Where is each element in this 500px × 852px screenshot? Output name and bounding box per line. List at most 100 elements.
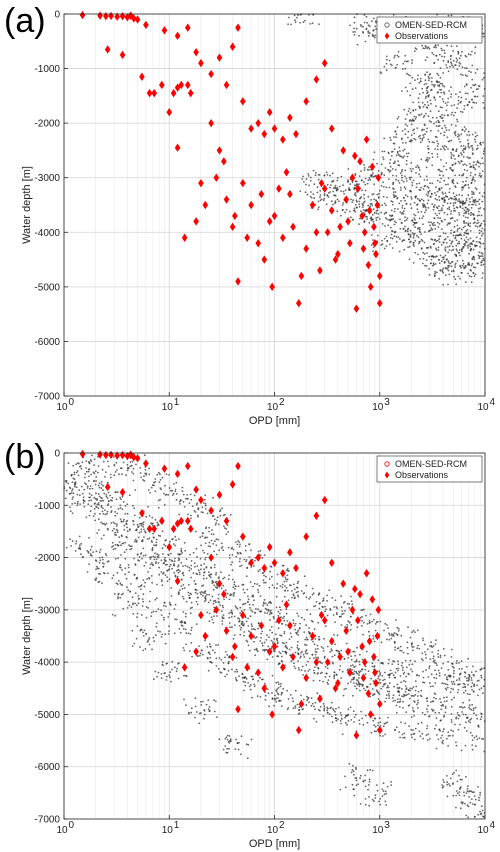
data-point: [263, 554, 266, 556]
data-point: [410, 728, 413, 731]
data-point: [321, 662, 323, 665]
data-point: [174, 488, 177, 491]
data-point: [147, 505, 149, 508]
data-point: [168, 558, 171, 561]
data-point: [291, 697, 294, 700]
data-point: [346, 669, 349, 672]
data-point: [71, 481, 74, 484]
data-point: [443, 56, 446, 58]
data-point: [324, 666, 327, 668]
data-point: [377, 677, 379, 680]
data-point: [466, 134, 468, 136]
data-point: [421, 87, 424, 90]
data-point: [208, 706, 211, 708]
data-point: [185, 632, 188, 635]
data-point: [340, 606, 343, 609]
data-point: [421, 262, 424, 265]
data-point: [213, 710, 216, 713]
data-point: [384, 671, 386, 674]
data-point: [353, 193, 356, 196]
data-point: [196, 565, 199, 567]
data-point: [443, 91, 445, 94]
data-point: [100, 537, 103, 540]
data-point: [149, 567, 152, 569]
data-point: [395, 175, 398, 177]
data-point: [261, 572, 264, 574]
data-point: [360, 609, 363, 611]
data-point: [442, 785, 445, 788]
data-point: [475, 240, 478, 243]
data-point: [151, 648, 153, 651]
data-point: [409, 687, 412, 690]
data-point: [140, 524, 143, 527]
data-point: [282, 687, 284, 690]
data-point: [102, 485, 105, 487]
data-point: [450, 229, 453, 232]
data-point: [452, 148, 454, 151]
data-point: [232, 548, 235, 551]
data-point: [482, 152, 485, 155]
data-point: [434, 711, 437, 714]
data-point: [436, 271, 438, 274]
data-point: [259, 676, 261, 679]
observation-point: [374, 631, 381, 641]
data-point: [340, 677, 342, 679]
data-point: [441, 127, 443, 130]
data-point: [396, 117, 399, 120]
data-point: [364, 183, 367, 186]
data-point: [212, 542, 215, 545]
data-point: [446, 195, 449, 198]
observation-point: [261, 684, 268, 693]
data-point: [144, 581, 146, 584]
data-point: [478, 203, 481, 205]
data-point: [334, 717, 337, 719]
data-point: [257, 622, 260, 625]
data-point: [252, 585, 254, 588]
data-point: [347, 708, 350, 711]
data-point: [459, 54, 462, 57]
observation-point: [376, 271, 383, 281]
data-point: [447, 114, 449, 116]
data-point: [413, 714, 415, 717]
data-point: [151, 523, 153, 526]
data-point: [237, 748, 240, 751]
observation-point: [357, 589, 363, 599]
data-point: [283, 615, 285, 618]
data-point: [477, 161, 480, 164]
data-point: [204, 590, 207, 592]
data-point: [281, 600, 284, 603]
data-point: [190, 514, 192, 517]
data-point: [455, 239, 458, 242]
data-point: [385, 245, 388, 248]
data-point: [433, 275, 436, 278]
data-point: [249, 615, 252, 618]
data-point: [111, 541, 114, 544]
data-point: [426, 101, 429, 103]
data-point: [206, 536, 209, 539]
data-point: [479, 810, 481, 813]
data-point: [132, 603, 134, 606]
data-point: [361, 685, 364, 687]
data-point: [142, 631, 144, 634]
data-point: [174, 618, 177, 621]
data-point: [84, 473, 87, 475]
data-point: [163, 601, 166, 604]
data-point: [421, 217, 424, 220]
data-point: [81, 461, 84, 464]
data-point: [461, 250, 463, 253]
data-point: [440, 91, 443, 94]
data-point: [467, 103, 469, 106]
data-point: [407, 626, 409, 629]
data-point: [440, 47, 443, 50]
data-point: [421, 203, 424, 205]
data-point: [439, 115, 442, 118]
data-point: [276, 655, 279, 658]
data-point: [178, 628, 181, 630]
data-point: [210, 576, 212, 579]
data-point: [364, 803, 367, 806]
data-point: [276, 637, 279, 640]
data-point: [444, 683, 447, 685]
data-point: [231, 611, 234, 614]
data-point: [446, 783, 449, 786]
data-point: [461, 207, 464, 210]
